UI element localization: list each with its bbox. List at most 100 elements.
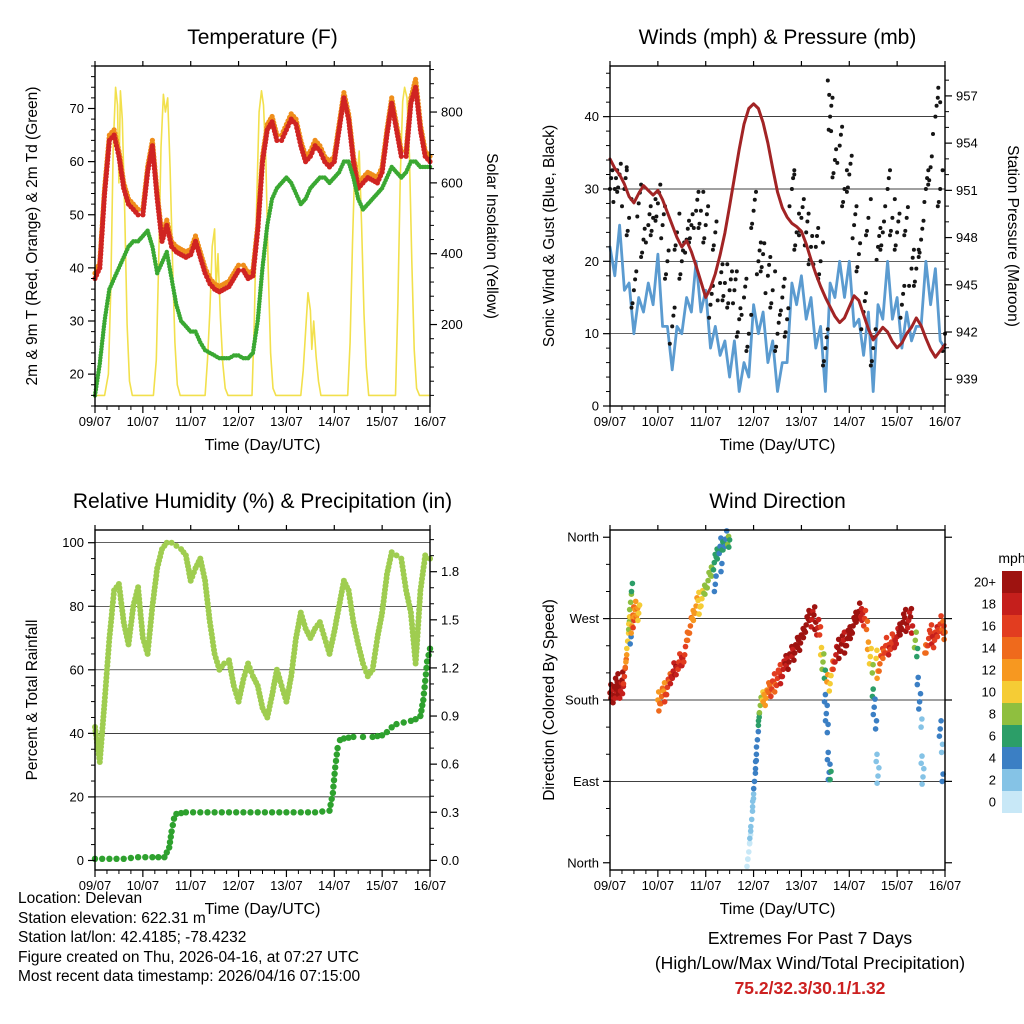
svg-text:1.2: 1.2 [441, 660, 459, 675]
svg-text:09/07: 09/07 [79, 878, 112, 893]
svg-text:20+: 20+ [974, 575, 996, 590]
svg-text:12/07: 12/07 [222, 414, 255, 429]
svg-text:North: North [567, 530, 599, 545]
figure-created: Figure created on Thu, 2026-04-16, at 07… [18, 948, 359, 966]
svg-text:10/07: 10/07 [127, 414, 160, 429]
svg-text:12/07: 12/07 [737, 878, 770, 893]
humidity-precip-chart-canvas: 09/07 10/07 11/07 12/07 13/07 14/07 15/07 16/07… [24, 490, 459, 918]
winds-pressure-chart-canvas: 09/07 10/07 11/07 12/07 13/07 14/07 15/07 16/07… [541, 26, 1021, 454]
svg-text:80: 80 [70, 599, 84, 614]
svg-text:Relative Humidity (%) & Precip: Relative Humidity (%) & Precipitation (i… [73, 490, 452, 513]
svg-text:400: 400 [441, 246, 463, 261]
wind-direction-chart: 09/07 10/07 11/07 12/07 13/07 14/07 15/07 16/07… [512, 476, 1024, 946]
svg-text:West: West [570, 611, 600, 626]
wind-direction-colored-by-speed [607, 528, 948, 870]
svg-text:12: 12 [982, 663, 996, 678]
svg-text:Time (Day/UTC): Time (Day/UTC) [205, 901, 321, 918]
svg-text:16/07: 16/07 [929, 414, 962, 429]
total-rainfall [91, 645, 434, 862]
svg-text:8: 8 [989, 707, 996, 722]
svg-text:50: 50 [70, 207, 84, 222]
svg-text:0: 0 [592, 399, 599, 414]
svg-text:957: 957 [956, 88, 978, 103]
svg-text:South: South [565, 693, 599, 708]
svg-text:0: 0 [989, 795, 996, 810]
svg-text:40: 40 [70, 726, 84, 741]
svg-text:11/07: 11/07 [175, 414, 207, 429]
svg-text:Temperature (F): Temperature (F) [187, 26, 338, 49]
svg-text:13/07: 13/07 [785, 414, 818, 429]
direction-series [607, 528, 948, 870]
svg-text:09/07: 09/07 [79, 414, 112, 429]
sonic-wind [608, 223, 947, 393]
svg-text:Time (Day/UTC): Time (Day/UTC) [720, 437, 836, 454]
data-timestamp: Most recent data timestamp: 2026/04/16 0… [18, 968, 361, 985]
svg-text:20: 20 [70, 789, 84, 804]
svg-text:15/07: 15/07 [881, 414, 914, 429]
extremes-block: Extremes For Past 7 Days (High/Low/Max W… [600, 926, 1020, 1001]
svg-text:13/07: 13/07 [270, 878, 303, 893]
svg-text:800: 800 [441, 105, 463, 120]
temperature-series [92, 76, 433, 398]
svg-text:2: 2 [989, 773, 996, 788]
temp-2m-red [92, 84, 433, 295]
extremes-subtitle: (High/Low/Max Wind/Total Precipitation) [654, 953, 966, 973]
svg-text:Direction (Colored By Speed): Direction (Colored By Speed) [541, 599, 558, 801]
relative-humidity [92, 539, 433, 765]
humidity-precip-chart: 09/07 10/07 11/07 12/07 13/07 14/07 15/07 16/07… [0, 476, 505, 946]
svg-text:13/07: 13/07 [270, 414, 303, 429]
temperature-chart-canvas: 09/07 10/07 11/07 12/07 13/07 14/07 15/07 16/07… [24, 26, 500, 454]
svg-text:Station Pressure (Maroon): Station Pressure (Maroon) [1004, 145, 1021, 327]
station-info: Location: Delevan Station elevation: 622… [18, 889, 360, 987]
svg-text:15/07: 15/07 [366, 878, 399, 893]
svg-text:14/07: 14/07 [833, 878, 866, 893]
svg-text:10: 10 [585, 326, 599, 341]
temperature-chart: 09/07 10/07 11/07 12/07 13/07 14/07 15/07 16/07… [0, 6, 505, 476]
svg-text:15/07: 15/07 [881, 878, 914, 893]
svg-text:2m & 9m T (Red, Orange) & 2m T: 2m & 9m T (Red, Orange) & 2m Td (Green) [24, 87, 41, 386]
svg-text:09/07: 09/07 [594, 878, 627, 893]
svg-text:Time (Day/UTC): Time (Day/UTC) [205, 437, 321, 454]
svg-text:East: East [573, 774, 599, 789]
wind-direction-chart-canvas: 09/07 10/07 11/07 12/07 13/07 14/07 15/07 16/07… [541, 490, 1024, 918]
winds-pressure-chart: 09/07 10/07 11/07 12/07 13/07 14/07 15/07 16/07… [512, 6, 1024, 476]
svg-text:15/07: 15/07 [366, 414, 399, 429]
svg-text:16/07: 16/07 [414, 878, 447, 893]
svg-text:100: 100 [62, 535, 84, 550]
svg-text:0.0: 0.0 [441, 853, 459, 868]
svg-text:12/07: 12/07 [222, 878, 255, 893]
dewpoint-2m-green [92, 159, 433, 398]
svg-text:16: 16 [982, 619, 996, 634]
svg-text:North: North [567, 855, 599, 870]
extremes-title: Extremes For Past 7 Days [707, 928, 913, 948]
svg-text:mph: mph [998, 550, 1024, 566]
svg-text:0: 0 [77, 853, 84, 868]
svg-text:1.8: 1.8 [441, 564, 459, 579]
humidity-series [91, 539, 434, 862]
svg-text:951: 951 [956, 183, 978, 198]
svg-text:40: 40 [70, 260, 84, 275]
svg-text:Wind Direction: Wind Direction [709, 490, 846, 513]
svg-text:20: 20 [585, 254, 599, 269]
svg-text:10: 10 [982, 685, 996, 700]
svg-text:Winds (mph) & Pressure (mb): Winds (mph) & Pressure (mb) [639, 26, 917, 49]
svg-text:4: 4 [989, 751, 996, 766]
svg-text:12/07: 12/07 [737, 414, 770, 429]
svg-text:14/07: 14/07 [318, 878, 351, 893]
svg-text:16/07: 16/07 [929, 878, 962, 893]
svg-text:70: 70 [70, 101, 84, 116]
station-elevation: Station elevation: 622.31 m [18, 909, 206, 927]
svg-text:0.6: 0.6 [441, 757, 459, 772]
extremes-values: 75.2/32.3/30.1/1.32 [734, 978, 886, 998]
wind-gust [608, 95, 947, 368]
svg-text:Solar Insolation (Yellow): Solar Insolation (Yellow) [483, 153, 500, 319]
svg-text:600: 600 [441, 175, 463, 190]
svg-text:16/07: 16/07 [414, 414, 447, 429]
station-latlon: Station lat/lon: 42.4185; -78.4232 [18, 929, 247, 946]
svg-text:14: 14 [982, 641, 996, 656]
svg-text:18: 18 [982, 597, 996, 612]
winds-series [608, 78, 947, 393]
station-location: Location: Delevan [18, 890, 143, 907]
svg-text:954: 954 [956, 136, 978, 151]
svg-text:11/07: 11/07 [690, 878, 722, 893]
